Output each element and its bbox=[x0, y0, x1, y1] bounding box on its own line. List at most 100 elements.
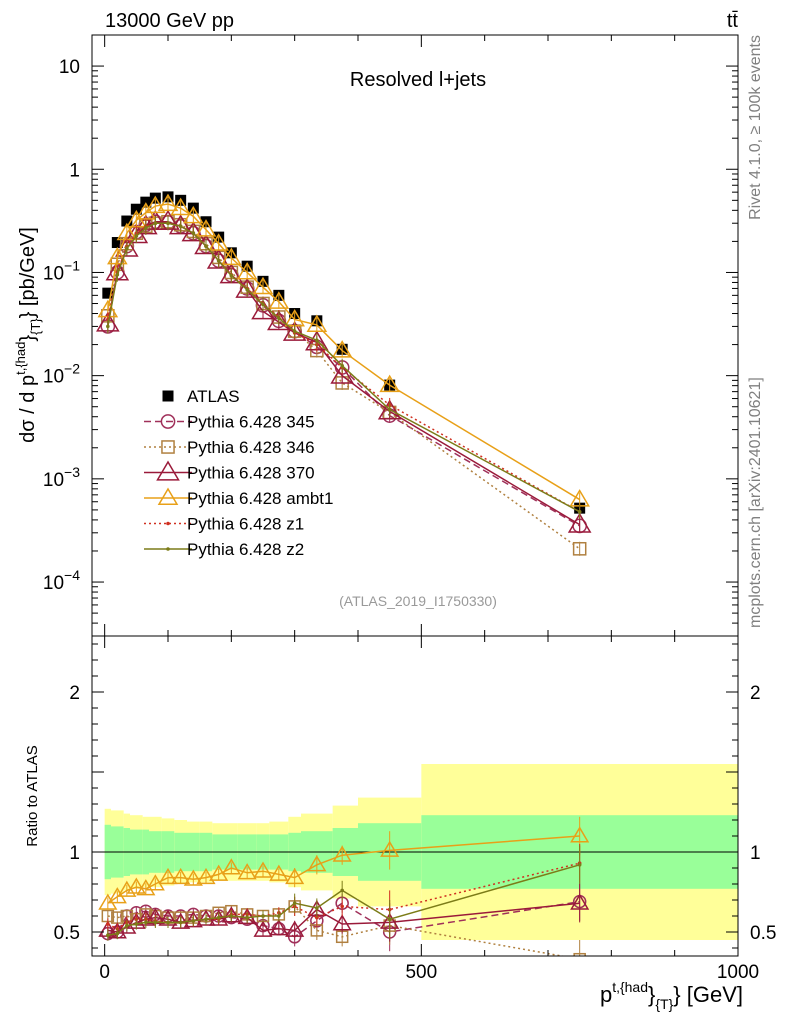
ratio-pythia-6-428-z2-point-4 bbox=[144, 920, 148, 925]
ratio-pythia-6-428-z2-point-16 bbox=[315, 906, 319, 910]
ratio-pythia-6-428-z2-point-7 bbox=[178, 920, 183, 925]
main-y-tick-label: 10−4 bbox=[43, 567, 80, 594]
ratio-data-marks bbox=[92, 764, 738, 956]
tick-exponent: −2 bbox=[64, 361, 80, 377]
ratio-pythia-6-428-z2-point-5 bbox=[153, 920, 158, 925]
tick-base: 10 bbox=[43, 367, 64, 388]
main-y-label-main: dσ / d p bbox=[17, 375, 39, 443]
tick-base: 10 bbox=[43, 470, 64, 491]
legend-pythia-6-428-ambt1-marker bbox=[157, 487, 179, 506]
ratio-pythia-6-428-z2-point-19 bbox=[577, 863, 582, 867]
pythia-6-428-ambt1-point-16 bbox=[306, 314, 328, 332]
tick-exponent: −4 bbox=[64, 567, 80, 583]
panel-title: Resolved l+jets bbox=[350, 69, 486, 91]
pythia-6-428-z2-point-2 bbox=[125, 246, 129, 251]
ratio-pythia-6-428-z2-point-13 bbox=[261, 914, 265, 918]
ratio-pythia-6-428-z2-point-15 bbox=[292, 901, 297, 905]
ratio-pythia-6-428-z2-point-10 bbox=[216, 915, 221, 920]
ratio-pythia-6-428-370-point-14 bbox=[269, 919, 289, 936]
pythia-6-428-346-point-19 bbox=[572, 541, 587, 556]
legend-pythia-6-428-346-marker bbox=[161, 440, 175, 454]
legend: ATLAS Pythia 6.428 345 Pythia 6.428 346 Pyt… bbox=[144, 387, 333, 559]
pythia-6-428-ambt1-point-4 bbox=[135, 202, 157, 220]
legend-atlas-marker bbox=[162, 390, 174, 402]
analysis-id: (ATLAS_2019_I1750330) bbox=[339, 593, 497, 609]
legend-pythia-6-428-z2-marker bbox=[166, 547, 170, 551]
ratio-pythia-6-428-346-point-19 bbox=[573, 952, 586, 956]
ratio-pythia-6-428-370-line bbox=[107, 902, 580, 933]
pythia-6-428-370-point-17 bbox=[330, 363, 354, 384]
ratio-x-tick-label: 1000 bbox=[717, 962, 759, 983]
main-y-label-unit: } [pb/GeV] bbox=[17, 227, 39, 318]
tick-exponent: −3 bbox=[64, 464, 80, 480]
pythia-6-428-ambt1-point-10 bbox=[208, 233, 229, 251]
ratio-x-tick-label: 500 bbox=[405, 962, 437, 983]
ratio-y-tick-label: 2 bbox=[69, 683, 80, 704]
x-label-sup-close: } bbox=[648, 982, 655, 1007]
main-y-tick-label: 10−1 bbox=[43, 257, 80, 284]
pythia-6-428-z2-point-19 bbox=[577, 509, 582, 514]
tick-exponent: −1 bbox=[64, 257, 80, 273]
pythia-6-428-z2-point-17 bbox=[340, 363, 344, 368]
pythia-6-428-ambt1-point-8 bbox=[183, 205, 204, 224]
ratio-series-group bbox=[98, 816, 590, 956]
ratio-pythia-6-428-ambt1-point-9 bbox=[196, 867, 216, 885]
pythia-6-428-z2-point-16 bbox=[315, 338, 319, 343]
pythia-6-428-ambt1-point-18 bbox=[379, 374, 400, 393]
rivet-version-label: Rivet 4.1.0, ≥ 100k events bbox=[747, 35, 764, 220]
pythia-6-428-370-point-18 bbox=[377, 399, 402, 420]
legend-pythia-6-428-345-marker bbox=[160, 414, 176, 429]
atlas-point-2 bbox=[121, 215, 133, 227]
main-y-tick-label: 10−2 bbox=[43, 361, 80, 388]
atlas-point-0 bbox=[102, 287, 114, 299]
ratio-pythia-6-428-370-point-19 bbox=[570, 893, 590, 910]
ratio-pythia-6-428-370-point-11 bbox=[221, 906, 241, 923]
pythia-6-428-370-point-9 bbox=[194, 234, 218, 255]
pythia-6-428-370-point-10 bbox=[206, 248, 231, 269]
tick-base: 10 bbox=[59, 57, 80, 78]
pythia-6-428-z2-point-5 bbox=[153, 221, 158, 226]
ratio-pythia-6-428-ambt1-point-3 bbox=[126, 877, 146, 894]
main-data-marks bbox=[96, 191, 592, 556]
ratio-pythia-6-428-ambt1-point-18 bbox=[380, 840, 400, 857]
main-y-label-sup: t,{had bbox=[13, 342, 28, 375]
pythia-6-428-z2-point-4 bbox=[144, 226, 148, 230]
pythia-6-428-z2-line bbox=[107, 222, 581, 513]
main-y-tick-label: 1 bbox=[69, 160, 80, 181]
atlas-point-3 bbox=[130, 203, 142, 215]
ratio-pythia-6-428-ambt1-point-8 bbox=[183, 869, 203, 886]
pythia-6-428-ambt1-point-11 bbox=[221, 247, 242, 266]
ratio-y-tick-label-right: 1 bbox=[750, 843, 761, 864]
pythia-6-428-ambt1-point-12 bbox=[236, 261, 258, 280]
pythia-6-428-370-point-12 bbox=[235, 277, 259, 298]
energy-label: 13000 GeV pp bbox=[105, 10, 234, 32]
pythia-6-428-z2-point-10 bbox=[216, 258, 221, 263]
ratio-pythia-6-428-z2-point-1 bbox=[115, 931, 120, 936]
ratio-pythia-6-428-ambt1-point-19 bbox=[570, 826, 590, 843]
pythia-6-428-370-point-19 bbox=[567, 512, 592, 533]
ratio-pythia-6-428-370-point-12 bbox=[237, 907, 257, 925]
pythia-6-428-370-point-8 bbox=[181, 221, 206, 242]
legend-pythia-6-428-370-marker bbox=[156, 460, 180, 481]
pythia-6-428-370-point-14 bbox=[267, 310, 291, 331]
pythia-6-428-z2-point-8 bbox=[191, 231, 196, 236]
tick-base: 10 bbox=[43, 263, 64, 284]
pythia-6-428-ambt1-point-17 bbox=[331, 340, 353, 358]
legend-pythia-6-428-z1-marker bbox=[166, 521, 170, 526]
mcplots-label: mcplots.cern.ch [arXiv:2401.10621] bbox=[747, 377, 764, 628]
pythia-6-428-z2-point-14 bbox=[277, 316, 281, 321]
pythia-6-428-ambt1-point-6 bbox=[157, 193, 179, 212]
pythia-6-428-z2-point-1 bbox=[115, 272, 120, 277]
ratio-pythia-6-428-z2-point-17 bbox=[340, 888, 344, 893]
tick-base: 10 bbox=[43, 573, 64, 594]
x-label-main: p bbox=[600, 982, 612, 1007]
pythia-6-428-ambt1-point-7 bbox=[170, 197, 191, 216]
ratio-x-tick-label: 0 bbox=[99, 962, 110, 983]
ratio-pythia-6-428-z2-point-12 bbox=[245, 915, 249, 920]
ratio-pythia-6-428-z2-point-9 bbox=[204, 917, 208, 921]
ratio-pythia-6-428-ambt1-point-11 bbox=[221, 858, 241, 875]
ratio-pythia-6-428-370-point-15 bbox=[285, 920, 305, 937]
ratio-pythia-6-428-z2-point-18 bbox=[387, 917, 392, 921]
ratio-pythia-6-428-ambt1-point-15 bbox=[285, 867, 305, 885]
